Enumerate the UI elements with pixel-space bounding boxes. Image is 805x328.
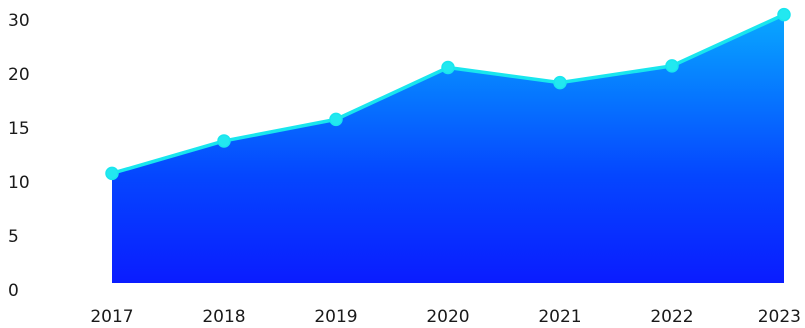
x-tick-label: 2018 [202,307,245,327]
data-point [329,112,343,127]
y-tick-label: 10 [8,173,30,193]
plot-area [105,7,791,283]
x-tick-label: 2019 [314,307,357,327]
x-axis: 2017 2018 2019 2020 2021 2022 2023 [90,307,801,327]
data-point [217,134,231,148]
x-tick-label: 2020 [426,307,469,327]
data-point [105,166,119,181]
x-tick-label: 2022 [650,307,693,327]
y-tick-label: 20 [8,65,30,85]
y-tick-label: 30 [8,11,30,31]
y-tick-label: 5 [8,227,19,247]
x-tick-label: 2023 [758,307,801,327]
x-tick-label: 2021 [538,307,581,327]
data-point [777,7,791,22]
y-tick-label: 0 [8,281,19,301]
series-area [112,14,784,283]
y-axis: 0 5 10 15 20 30 [8,11,30,301]
data-point [665,59,679,73]
x-tick-label: 2017 [90,307,133,327]
y-tick-label: 15 [8,119,30,139]
data-point [553,75,567,90]
data-point [441,60,455,75]
